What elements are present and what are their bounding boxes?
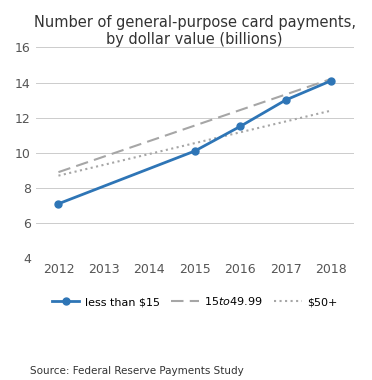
Title: Number of general-purpose card payments,
by dollar value (billions): Number of general-purpose card payments,…: [34, 15, 356, 48]
Text: Source: Federal Reserve Payments Study: Source: Federal Reserve Payments Study: [30, 366, 244, 376]
Legend: less than $15, $15 to $49.99, $50+: less than $15, $15 to $49.99, $50+: [47, 291, 342, 312]
